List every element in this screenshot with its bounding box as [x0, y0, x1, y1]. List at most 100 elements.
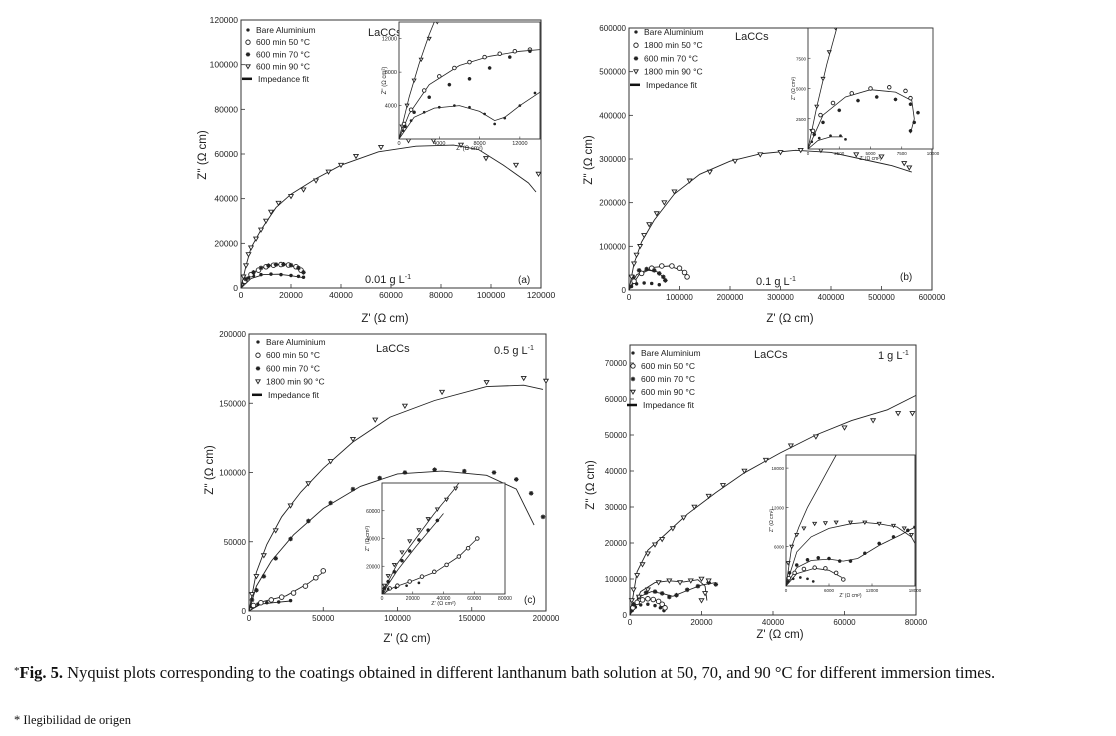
inset-data-point — [382, 589, 385, 593]
inset-data-point — [822, 521, 829, 526]
data-point — [646, 222, 653, 228]
y-tick-label: 70000 — [605, 359, 628, 368]
inset-data-point — [916, 110, 920, 115]
data-point — [650, 281, 654, 286]
inset-data-point — [399, 550, 405, 555]
data-point — [288, 536, 293, 542]
data-point — [278, 594, 285, 600]
inset-data-point — [422, 110, 426, 114]
inset-data-point — [908, 102, 913, 107]
legend-label: 600 min 90 °C — [641, 387, 695, 397]
inset-data-point — [837, 559, 842, 563]
data-point — [653, 211, 660, 217]
data-point — [457, 142, 465, 149]
data-point — [305, 481, 312, 487]
inset-data-point — [426, 36, 432, 42]
x-tick-label: 300000 — [767, 293, 794, 302]
x-tick-label: 0 — [627, 293, 632, 302]
data-point — [686, 178, 693, 184]
inset-x-axis-label: Z' (Ω cm²) — [839, 593, 862, 599]
data-point — [661, 200, 668, 206]
inset-data-point — [435, 518, 440, 523]
inset-data-point — [810, 140, 814, 144]
data-point — [629, 284, 634, 289]
inset-data-point — [411, 78, 417, 84]
inset-data-point — [437, 74, 442, 79]
inset-data-point — [443, 497, 450, 503]
data-point — [259, 272, 263, 277]
inset-data-point — [407, 579, 412, 584]
inset-data-point — [826, 50, 832, 55]
data-point — [797, 147, 804, 154]
inset-y-axis-label: Z'' (Ω cm²) — [769, 509, 775, 532]
concentration-label: 0.5 g L-1 — [494, 344, 534, 357]
inset-data-point — [877, 541, 881, 546]
x-tick-label: 80000 — [429, 290, 453, 300]
data-point — [698, 576, 705, 582]
data-point — [491, 470, 497, 475]
data-point — [642, 281, 646, 285]
y-tick-label: 20000 — [605, 539, 628, 548]
caption-marker: * — [14, 665, 20, 677]
data-point — [719, 483, 727, 489]
inset-data-point — [392, 570, 397, 574]
x-axis-label: Z' (Ω cm) — [766, 313, 813, 325]
inset-data-point — [789, 544, 795, 550]
inset-data-point — [814, 104, 820, 110]
inset-data-point — [794, 533, 800, 538]
inset-data-point — [386, 587, 390, 591]
data-point — [402, 470, 408, 475]
inset-y-tick-label: 60000 — [366, 509, 380, 515]
y-tick-label: 600000 — [599, 24, 626, 33]
figure-caption: *Fig. 5. Nyquist plots corresponding to … — [14, 663, 1110, 682]
inset-data-point — [453, 486, 459, 492]
data-point — [276, 600, 281, 604]
data-point — [812, 434, 819, 440]
inset-data-point — [798, 576, 802, 579]
inset-data-point — [786, 580, 790, 583]
data-point — [528, 490, 534, 496]
x-tick-label: 40000 — [762, 618, 785, 627]
data-point — [290, 590, 297, 596]
legend-label: 600 min 90 °C — [256, 62, 310, 72]
y-axis-label: Z'' (Ω cm) — [585, 460, 597, 510]
data-point — [638, 270, 645, 277]
data-point — [701, 591, 709, 597]
data-point — [296, 274, 301, 279]
inset-y-tick-label: 4000 — [385, 104, 397, 110]
inset-data-point — [791, 577, 795, 581]
data-point — [540, 514, 546, 520]
inset-x-tick-label: 0 — [381, 596, 384, 602]
fit-line — [248, 470, 535, 612]
data-point — [245, 252, 252, 258]
y-tick-label: 30000 — [605, 503, 628, 512]
data-point — [328, 500, 333, 506]
inset-data-point — [794, 563, 799, 567]
y-axis-label: Z'' (Ω cm) — [583, 135, 595, 185]
x-tick-label: 200000 — [533, 614, 560, 623]
inset-data-point — [874, 95, 879, 99]
data-point — [659, 263, 665, 269]
data-point — [698, 598, 705, 604]
data-point — [372, 417, 379, 423]
legend-marker — [633, 69, 639, 75]
data-point — [261, 574, 267, 579]
coating-tag: LaCCs — [376, 343, 410, 355]
inset-x-axis-label: Z' (Ω cm²) — [456, 146, 483, 152]
data-point — [249, 597, 255, 603]
data-point — [687, 578, 694, 584]
inset-data-point — [427, 95, 432, 100]
inset-data-point — [518, 104, 522, 107]
inset-data-point — [839, 134, 842, 138]
inset-data-point — [425, 517, 431, 522]
data-point — [676, 580, 684, 586]
data-point — [300, 187, 307, 193]
inset-data-point — [417, 538, 421, 542]
inset-data-point — [405, 584, 408, 588]
data-point — [432, 467, 437, 473]
y-tick-label: 150000 — [219, 399, 246, 408]
data-point — [275, 200, 282, 207]
inset-x-tick-label: 6000 — [824, 588, 835, 593]
panel-c: 0 50000 100000 150000 2000000500001000001500… — [204, 330, 560, 645]
inset-y-tick-label: 7500 — [796, 56, 807, 61]
